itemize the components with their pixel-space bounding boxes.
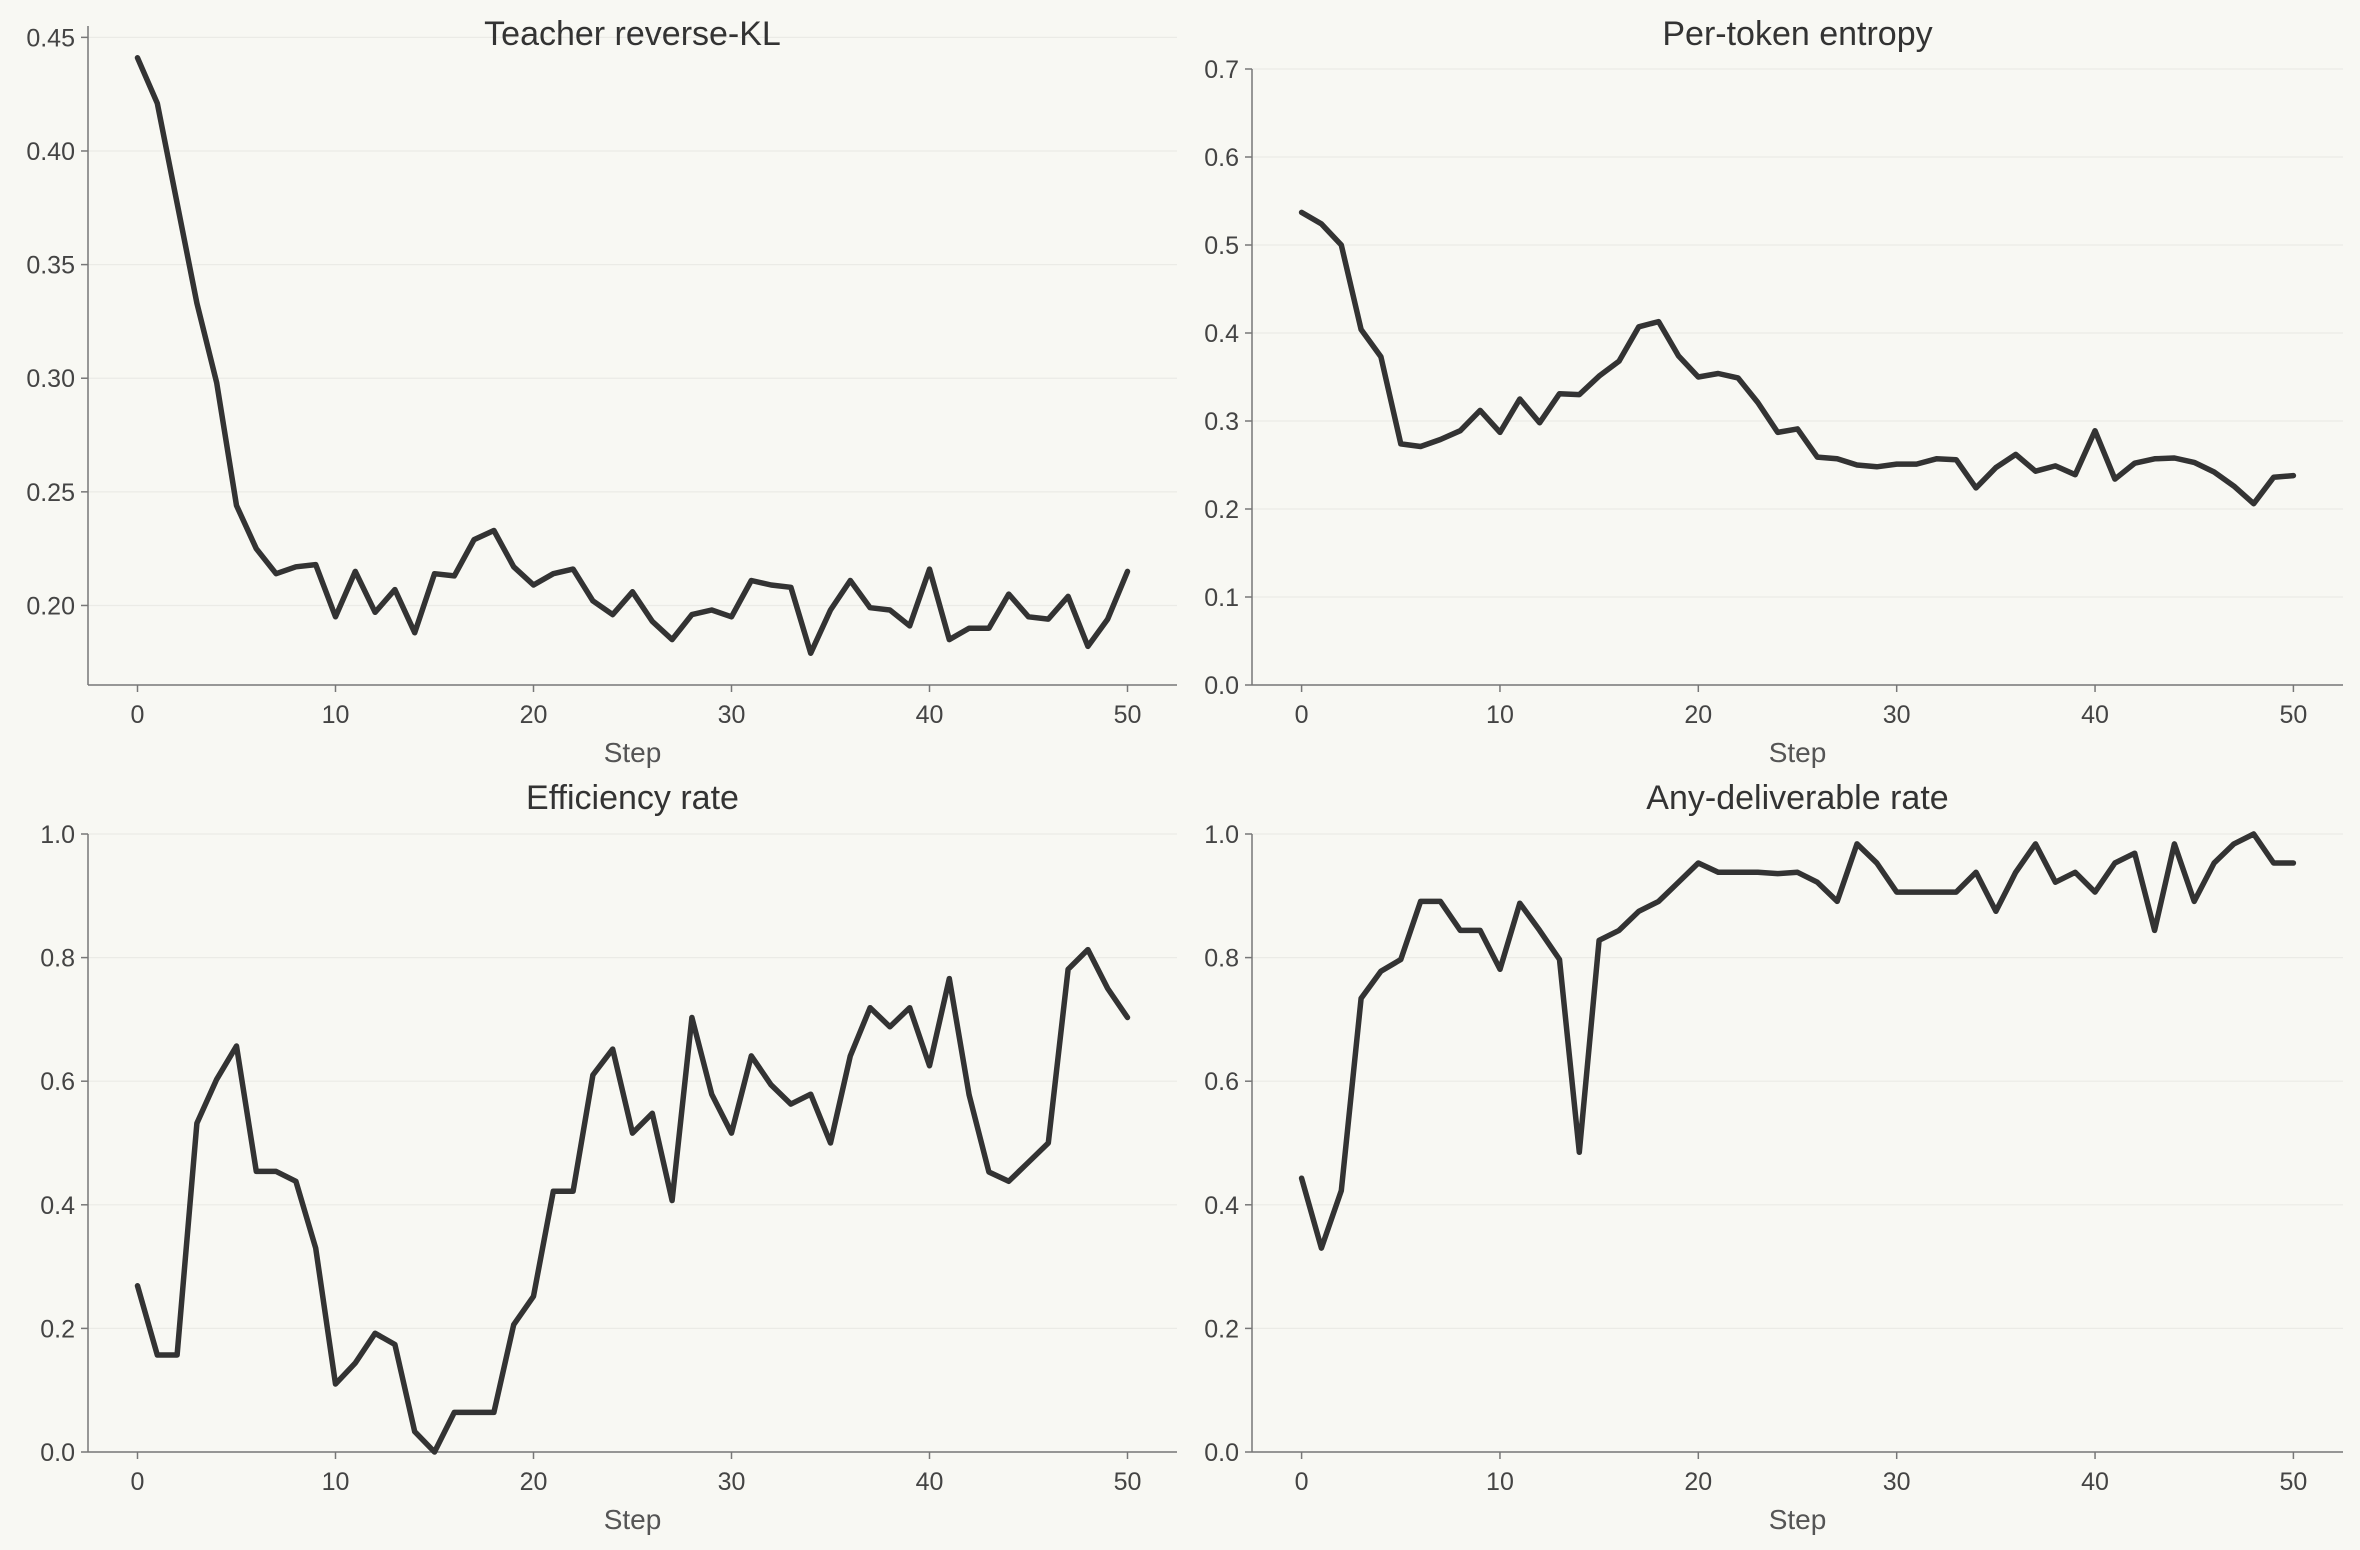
x-tick-label: 0 (1295, 1468, 1309, 1496)
x-axis-label: Step (1769, 1504, 1827, 1535)
y-tick-label: 0.4 (40, 1192, 75, 1220)
x-tick-label: 40 (916, 701, 944, 729)
y-tick-label: 0.3 (1204, 408, 1239, 436)
y-tick-label: 0.4 (1204, 1192, 1239, 1220)
y-tick-label: 0.2 (1204, 496, 1239, 524)
y-tick-label: 0.45 (26, 24, 75, 52)
y-tick-label: 0.0 (1204, 672, 1239, 700)
x-tick-label: 0 (131, 701, 145, 729)
y-tick-label: 0.30 (26, 365, 75, 393)
series-line (134, 946, 1131, 1455)
x-axis-label: Step (1769, 737, 1827, 768)
panel-title: Per-token entropy (1662, 15, 1932, 53)
x-tick-label: 30 (1883, 701, 1911, 729)
series-line (1298, 209, 2297, 507)
y-tick-label: 0.2 (40, 1315, 75, 1343)
y-tick-label: 0.40 (26, 138, 75, 166)
y-tick-label: 0.8 (40, 945, 75, 973)
x-tick-label: 10 (1486, 1468, 1514, 1496)
panel-per-token-entropy: 0.0 0.1 0.2 0.3 0.4 0.5 0.6 0.7 0 10 20 30 40 50 Per-t… (1204, 15, 2343, 768)
x-tick-label: 10 (322, 1468, 350, 1496)
panel-efficiency-rate: 0.0 0.2 0.4 0.6 0.8 1.0 0 10 20 30 40 50 Efficiency … (40, 779, 1177, 1535)
x-tick-label: 50 (1114, 1468, 1142, 1496)
y-tick-label: 0.25 (26, 479, 75, 507)
x-tick-label: 20 (1684, 701, 1712, 729)
x-tick-label: 30 (718, 701, 746, 729)
y-tick-label: 0.1 (1204, 584, 1239, 612)
y-tick-label: 0.5 (1204, 232, 1239, 260)
series-line (1298, 831, 2297, 1251)
x-tick-label: 50 (2280, 701, 2308, 729)
x-tick-label: 20 (520, 1468, 548, 1496)
y-tick-label: 0.7 (1204, 56, 1239, 84)
y-tick-label: 0.2 (1204, 1315, 1239, 1343)
y-tick-label: 0.20 (26, 592, 75, 620)
y-tick-label: 0.6 (40, 1068, 75, 1096)
x-axis-label: Step (604, 737, 662, 768)
y-tick-label: 1.0 (40, 821, 75, 849)
y-tick-label: 1.0 (1204, 821, 1239, 849)
panel-teacher-reverse-kl: 0.20 0.25 0.30 0.35 0.40 0.45 0 10 20 30 40 50 Teach… (26, 15, 1177, 768)
y-tick-label: 0.8 (1204, 945, 1239, 973)
y-tick-label: 0.6 (1204, 1068, 1239, 1096)
panel-title: Efficiency rate (526, 779, 739, 817)
x-tick-label: 20 (520, 701, 548, 729)
x-tick-label: 30 (718, 1468, 746, 1496)
series-line (134, 55, 1131, 656)
y-tick-label: 0.0 (1204, 1439, 1239, 1467)
x-tick-label: 20 (1684, 1468, 1712, 1496)
x-tick-label: 50 (2280, 1468, 2308, 1496)
panel-any-deliverable-rate: 0.0 0.2 0.4 0.6 0.8 1.0 0 10 20 30 40 50 Any-deliver… (1204, 779, 2343, 1535)
x-tick-label: 0 (1295, 701, 1309, 729)
y-tick-label: 0.6 (1204, 144, 1239, 172)
x-tick-label: 50 (1114, 701, 1142, 729)
panel-title: Teacher reverse-KL (484, 15, 781, 53)
x-tick-label: 40 (916, 1468, 944, 1496)
y-tick-label: 0.0 (40, 1439, 75, 1467)
x-tick-label: 0 (131, 1468, 145, 1496)
y-tick-label: 0.35 (26, 252, 75, 280)
x-tick-label: 40 (2081, 701, 2109, 729)
x-tick-label: 30 (1883, 1468, 1911, 1496)
x-tick-label: 40 (2081, 1468, 2109, 1496)
x-tick-label: 10 (322, 701, 350, 729)
x-axis-label: Step (604, 1504, 662, 1535)
panel-title: Any-deliverable rate (1646, 779, 1948, 817)
y-tick-label: 0.4 (1204, 320, 1239, 348)
x-tick-label: 10 (1486, 701, 1514, 729)
